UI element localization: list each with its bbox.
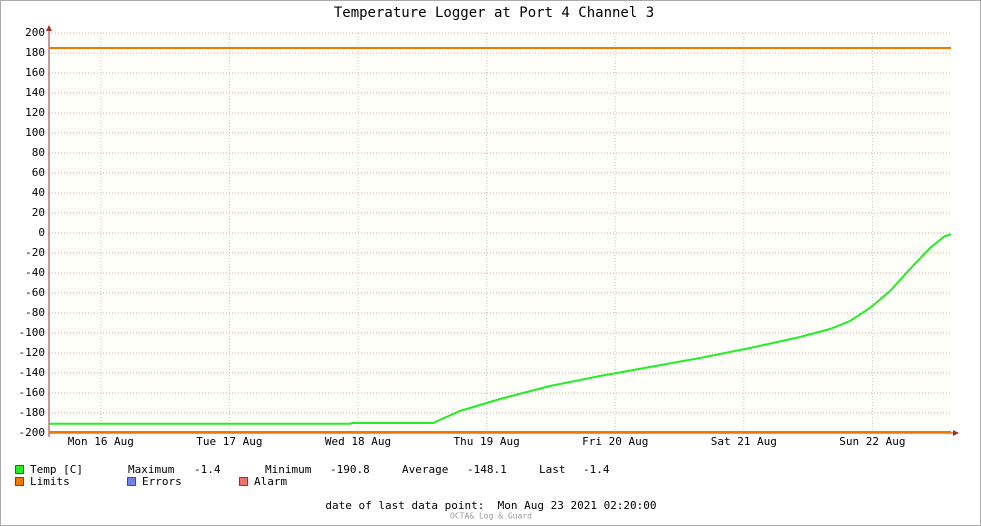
y-tick-label: 100: [25, 126, 45, 139]
legend-label: Alarm: [254, 475, 287, 488]
chart-title: Temperature Logger at Port 4 Channel 3: [334, 5, 654, 21]
legend-swatch: [15, 477, 24, 486]
y-tick-label: -160: [19, 386, 46, 399]
x-tick-label: Tue 17 Aug: [196, 435, 262, 448]
y-tick-label: 0: [38, 226, 45, 239]
y-tick-label: -20: [25, 246, 45, 259]
y-tick-label: 180: [25, 46, 45, 59]
x-tick-label: Sun 22 Aug: [839, 435, 905, 448]
temp-line: [49, 233, 952, 425]
x-tick-label: Sat 21 Aug: [711, 435, 777, 448]
y-tick-label: 60: [32, 166, 45, 179]
stat-value: -1.4: [583, 463, 610, 476]
stat-label: Average: [402, 463, 448, 476]
y-tick-label: -40: [25, 266, 45, 279]
y-tick-label: -200: [19, 426, 46, 439]
stat-value: -148.1: [467, 463, 507, 476]
y-tick-label: -180: [19, 406, 46, 419]
stat-label: Maximum: [128, 463, 175, 476]
y-tick-label: 80: [32, 146, 45, 159]
legend-swatch: [127, 477, 136, 486]
x-tick-label: Thu 19 Aug: [454, 435, 520, 448]
y-tick-label: 20: [32, 206, 45, 219]
x-tick-label: Mon 16 Aug: [68, 435, 134, 448]
x-tick-label: Wed 18 Aug: [325, 435, 391, 448]
legend-label: Errors: [142, 475, 182, 488]
footer: date of last data point: Mon Aug 23 2021…: [325, 499, 656, 512]
y-tick-label: -80: [25, 306, 45, 319]
y-tick-label: 160: [25, 66, 45, 79]
y-tick-label: -140: [19, 366, 46, 379]
y-tick-label: 120: [25, 106, 45, 119]
stat-value: -190.8: [330, 463, 370, 476]
y-tick-label: 140: [25, 86, 45, 99]
y-tick-label: -120: [19, 346, 46, 359]
legend-swatch: [15, 465, 24, 474]
axis-arrow: [953, 430, 959, 436]
axis-arrow: [46, 25, 52, 31]
legend-label: Limits: [30, 475, 70, 488]
y-tick-label: -100: [19, 326, 46, 339]
stat-label: Last: [539, 463, 566, 476]
y-tick-label: 200: [25, 26, 45, 39]
legend-label: Temp [C]: [30, 463, 83, 476]
x-tick-label: Fri 20 Aug: [582, 435, 648, 448]
stat-label: Minimum: [265, 463, 312, 476]
y-tick-label: 40: [32, 186, 45, 199]
credit: OCTA& Log & Guard: [450, 512, 532, 521]
stat-value: -1.4: [194, 463, 221, 476]
legend-swatch: [239, 477, 248, 486]
y-tick-label: -60: [25, 286, 45, 299]
